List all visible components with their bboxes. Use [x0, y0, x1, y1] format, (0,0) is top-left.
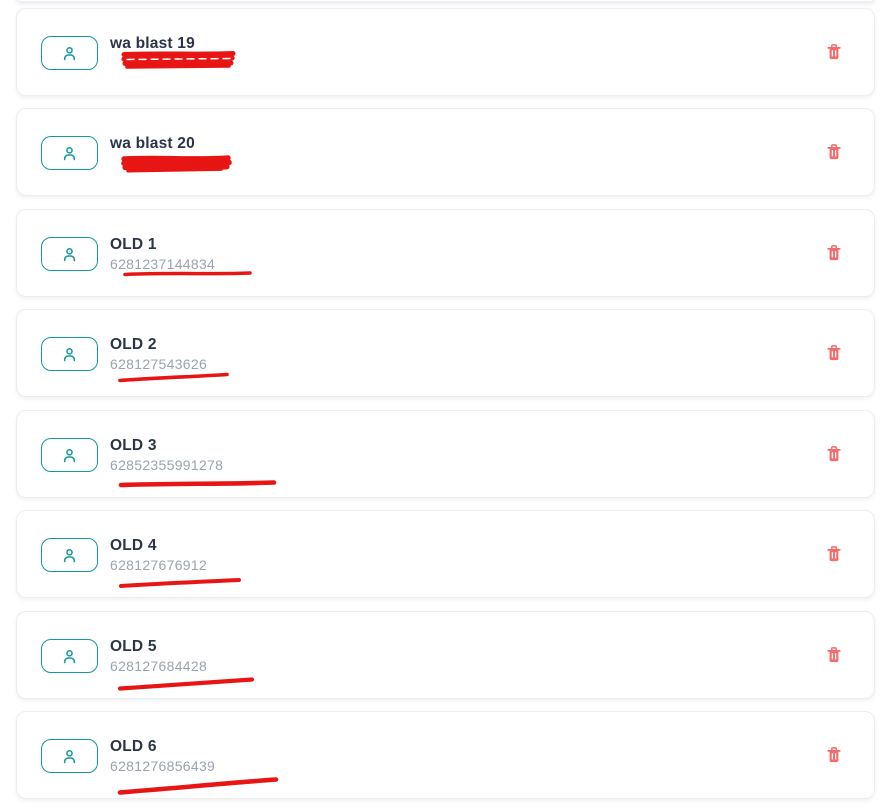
avatar	[41, 36, 98, 70]
account-text-block: OLD 1 6281237144834	[110, 235, 215, 273]
avatar	[41, 639, 98, 673]
trash-icon	[827, 345, 841, 361]
account-card[interactable]: OLD 1 6281237144834	[16, 209, 875, 297]
account-card[interactable]: OLD 4 628127676912	[16, 510, 875, 598]
trash-icon	[827, 747, 841, 763]
trash-icon	[827, 144, 841, 160]
user-icon	[63, 548, 76, 562]
user-icon	[63, 247, 76, 261]
account-name: OLD 1	[110, 236, 157, 253]
account-card[interactable]: wa blast 19	[16, 8, 875, 96]
delete-account-button[interactable]	[822, 140, 846, 164]
account-name: OLD 5	[110, 638, 157, 655]
cutoff-card-remnant	[16, 0, 875, 2]
trash-icon	[827, 546, 841, 562]
trash-icon	[827, 647, 841, 663]
account-name: wa blast 20	[110, 135, 195, 152]
user-icon	[63, 146, 76, 160]
user-icon	[63, 749, 76, 763]
account-card[interactable]: OLD 5 628127684428	[16, 611, 875, 699]
account-card[interactable]: OLD 2 628127543626	[16, 309, 875, 397]
account-card[interactable]: OLD 3 62852355991278	[16, 410, 875, 498]
account-card[interactable]: OLD 6 6281276856439	[16, 711, 875, 799]
account-number: 6281237144834	[110, 256, 216, 272]
delete-account-button[interactable]	[822, 40, 846, 64]
avatar	[41, 337, 98, 371]
account-name: OLD 3	[110, 437, 157, 454]
delete-account-button[interactable]	[822, 241, 846, 265]
account-number	[110, 54, 195, 72]
account-card[interactable]: wa blast 20	[16, 108, 875, 196]
account-name: OLD 6	[110, 738, 157, 755]
account-name: wa blast 19	[110, 35, 195, 52]
user-icon	[63, 448, 76, 462]
delete-account-button[interactable]	[822, 643, 846, 667]
account-name: OLD 4	[110, 537, 157, 554]
account-number	[110, 154, 195, 172]
user-icon	[63, 46, 76, 60]
account-text-block: OLD 6 6281276856439	[110, 737, 215, 775]
trash-icon	[827, 245, 841, 261]
avatar	[41, 438, 98, 472]
account-text-block: OLD 3 62852355991278	[110, 436, 223, 474]
user-icon	[63, 347, 76, 361]
delete-account-button[interactable]	[822, 341, 846, 365]
trash-icon	[827, 446, 841, 462]
avatar	[41, 538, 98, 572]
delete-account-button[interactable]	[822, 442, 846, 466]
delete-account-button[interactable]	[822, 542, 846, 566]
avatar	[41, 237, 98, 271]
account-text-block: wa blast 19	[110, 34, 195, 72]
user-icon	[63, 649, 76, 663]
trash-icon	[827, 44, 841, 60]
account-number: 62852355991278	[110, 457, 224, 473]
account-name: OLD 2	[110, 336, 157, 353]
account-text-block: OLD 4 628127676912	[110, 536, 207, 574]
account-number: 6281276856439	[110, 758, 216, 774]
account-text-block: OLD 2 628127543626	[110, 335, 207, 373]
account-text-block: OLD 5 628127684428	[110, 637, 207, 675]
account-number: 628127684428	[110, 658, 208, 674]
account-text-block: wa blast 20	[110, 134, 195, 172]
avatar	[41, 739, 98, 773]
avatar	[41, 136, 98, 170]
delete-account-button[interactable]	[822, 743, 846, 767]
account-number: 628127676912	[110, 557, 208, 573]
account-number: 628127543626	[110, 356, 208, 372]
